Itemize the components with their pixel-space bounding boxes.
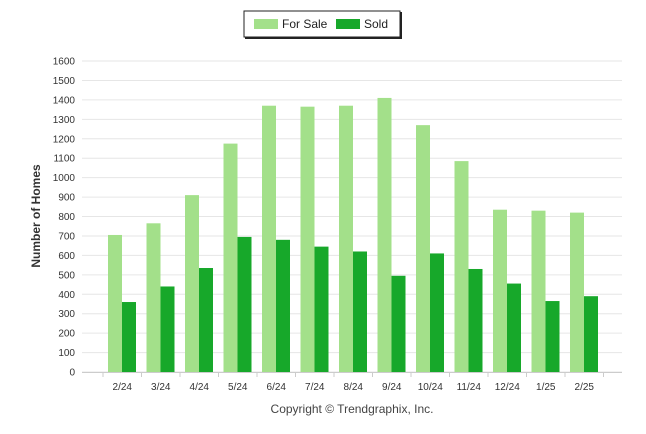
bar-sold bbox=[122, 302, 136, 372]
bar-sold bbox=[160, 286, 175, 372]
bar-sold bbox=[391, 275, 406, 372]
legend-swatch-sold bbox=[336, 19, 360, 29]
y-tick-label: 1100 bbox=[53, 154, 75, 165]
y-tick-label: 600 bbox=[58, 251, 75, 262]
copyright-credit: Copyright © Trendgraphix, Inc. bbox=[271, 402, 434, 416]
bar-for-sale bbox=[416, 125, 430, 372]
bar-sold bbox=[545, 301, 560, 372]
y-tick-label: 1400 bbox=[53, 95, 76, 106]
x-tick-label: 9/24 bbox=[382, 382, 402, 393]
bar-for-sale bbox=[223, 143, 238, 372]
x-tick-label: 2/25 bbox=[575, 382, 595, 393]
legend-label-for-sale: For Sale bbox=[282, 17, 328, 31]
y-tick-label: 200 bbox=[58, 329, 75, 340]
bar-for-sale bbox=[377, 97, 392, 373]
bar-for-sale bbox=[454, 161, 469, 372]
bar-sold bbox=[468, 268, 483, 372]
y-tick-label: 0 bbox=[69, 368, 75, 379]
x-tick-label: 11/24 bbox=[457, 382, 482, 393]
y-tick-label: 400 bbox=[58, 290, 75, 301]
legend: For Sale Sold bbox=[243, 10, 402, 39]
y-tick-label: 1500 bbox=[53, 76, 76, 87]
x-tick-label: 12/24 bbox=[495, 382, 520, 393]
legend-label-sold: Sold bbox=[364, 17, 388, 31]
bars bbox=[108, 97, 598, 373]
x-tick-label: 2/24 bbox=[113, 382, 133, 393]
bar-sold bbox=[314, 246, 329, 372]
y-tick-label: 700 bbox=[58, 231, 75, 242]
bar-sold bbox=[199, 268, 213, 372]
bar-sold bbox=[237, 236, 252, 372]
x-tick-label: 7/24 bbox=[305, 382, 325, 393]
x-tick-label: 3/24 bbox=[151, 382, 171, 393]
y-tick-label: 1200 bbox=[53, 134, 76, 145]
x-axis: 2/24 3/24 4/24 5/24 6/24 7/24 8/24 9/24 10/24 11/… bbox=[82, 372, 622, 393]
y-axis-ticks: 0 100 200 300 400 500 600 700 800 900 1000 1100 1200… bbox=[53, 57, 76, 379]
bar-for-sale bbox=[185, 195, 199, 372]
y-tick-label: 1600 bbox=[53, 57, 76, 68]
bar-for-sale bbox=[262, 105, 276, 373]
x-tick-label: 5/24 bbox=[228, 382, 248, 393]
bar-sold bbox=[507, 283, 521, 372]
bar-sold bbox=[276, 239, 290, 372]
bar-for-sale bbox=[300, 106, 315, 372]
y-tick-label: 100 bbox=[58, 348, 75, 359]
bar-for-sale bbox=[339, 105, 353, 373]
y-tick-label: 800 bbox=[58, 212, 75, 223]
x-tick-label: 8/24 bbox=[344, 382, 364, 393]
y-axis-label: Number of Homes bbox=[29, 164, 43, 268]
bar-for-sale bbox=[531, 210, 546, 372]
y-tick-label: 500 bbox=[58, 270, 75, 281]
y-tick-label: 1300 bbox=[53, 115, 76, 126]
bar-sold bbox=[353, 251, 367, 372]
x-tick-label: 1/25 bbox=[536, 382, 556, 393]
y-tick-label: 300 bbox=[58, 309, 75, 320]
x-tick-label: 10/24 bbox=[418, 382, 443, 393]
x-tick-label: 6/24 bbox=[267, 382, 287, 393]
bar-for-sale bbox=[493, 209, 507, 372]
x-tick-label: 4/24 bbox=[190, 382, 210, 393]
bar-sold bbox=[430, 253, 444, 372]
bar-sold bbox=[584, 296, 598, 372]
bar-for-sale bbox=[108, 234, 122, 372]
legend-swatch-for-sale bbox=[254, 19, 278, 29]
bar-for-sale bbox=[146, 223, 161, 372]
y-tick-label: 1000 bbox=[53, 173, 76, 184]
y-tick-label: 900 bbox=[58, 193, 75, 204]
bar-for-sale bbox=[570, 212, 584, 372]
